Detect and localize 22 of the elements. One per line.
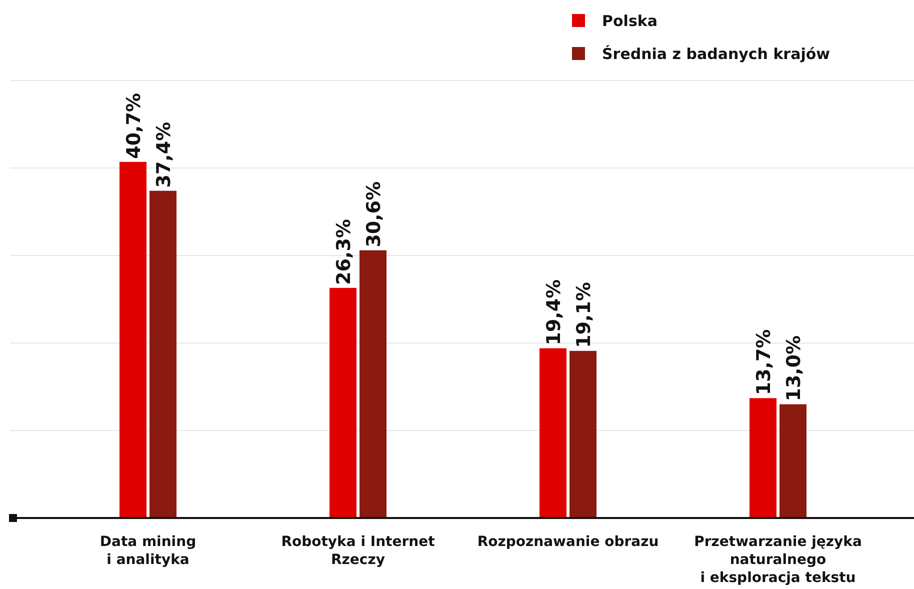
bar [330,288,356,518]
legend-label: Polska [602,12,658,30]
data-label: 19,1% [573,282,595,348]
bar [120,162,146,518]
data-label: 40,7% [123,92,145,159]
x-tick-label: Rozpoznawanie obrazu [477,534,659,550]
x-tick-label: Robotyka i Internet Rzeczy [281,534,436,568]
data-label: 26,3% [333,218,355,285]
bar [360,250,386,518]
bar [780,404,806,518]
bar [540,348,566,518]
data-label: 19,4% [543,279,565,346]
legend-label: Średnia z badanych krajów [602,45,830,63]
bar [150,190,176,518]
x-tick-label: Przetwarzanie języka naturalnego i eksploracja tekstu [694,534,862,586]
data-label: 13,0% [783,335,805,402]
data-label: 30,6% [363,181,385,248]
data-label: 37,4% [153,122,175,188]
bar [750,398,776,518]
data-label: 13,7% [753,329,775,396]
bar [570,350,596,518]
x-tick-label: Data mining i analityka [100,534,196,568]
